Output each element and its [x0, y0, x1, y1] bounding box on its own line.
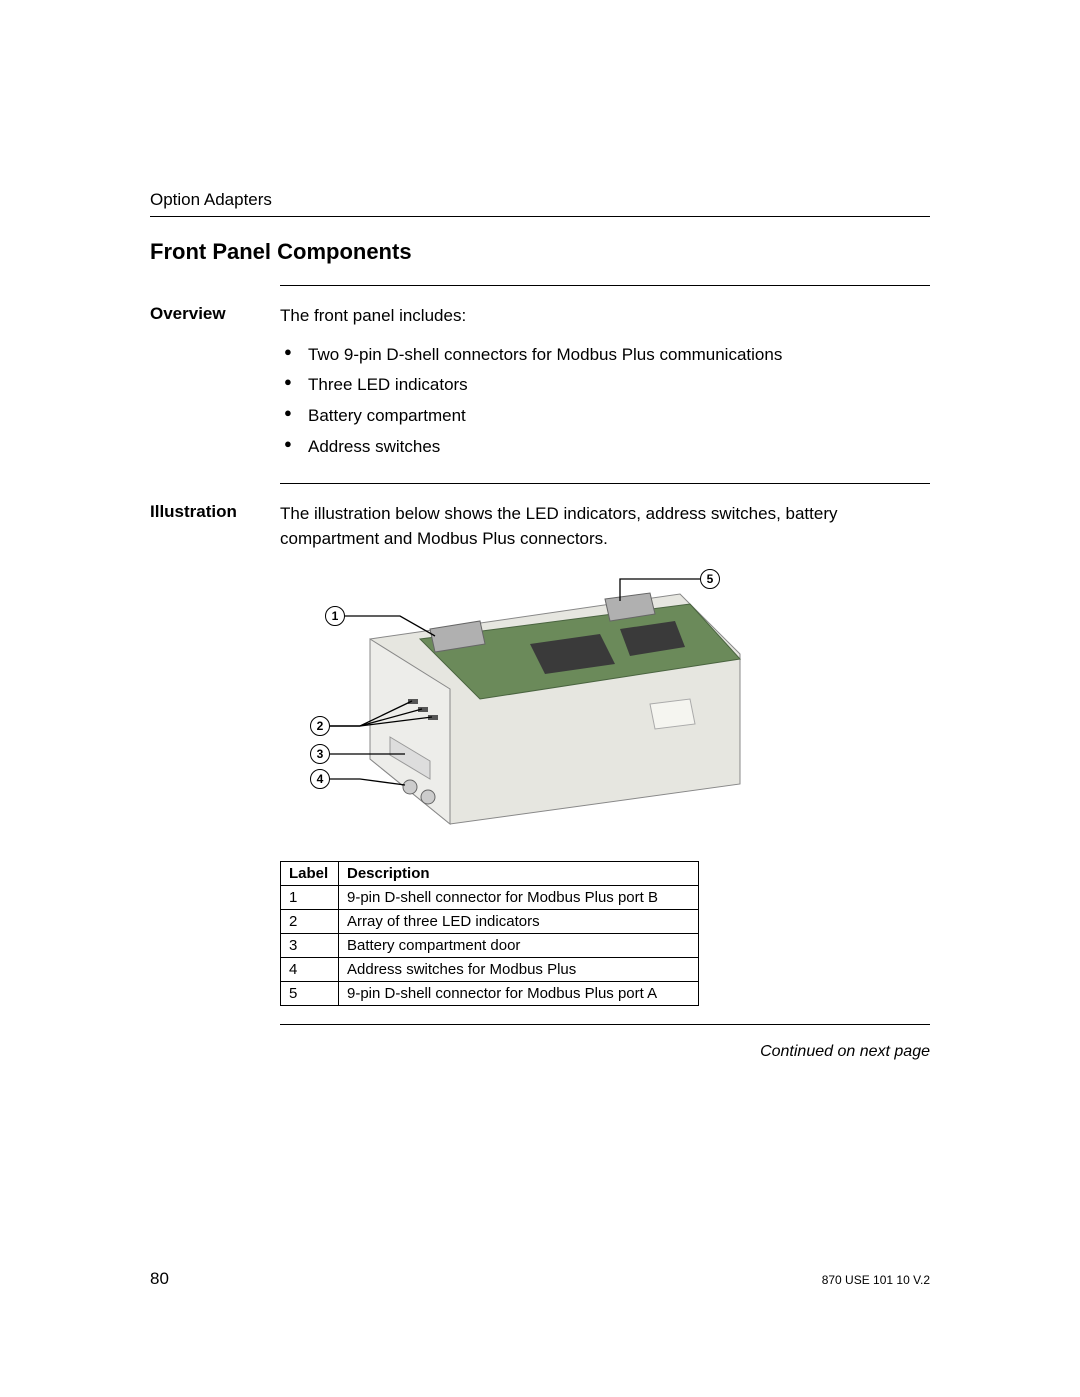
device-illustration: 1 2 3 4 5 [280, 559, 800, 849]
header-rule [150, 216, 930, 217]
table-row: 5 9-pin D-shell connector for Modbus Plu… [281, 982, 699, 1006]
table-row: 1 9-pin D-shell connector for Modbus Plu… [281, 886, 699, 910]
table-cell-label: 1 [281, 886, 339, 910]
continued-note: Continued on next page [150, 1043, 930, 1061]
rule-under-title [280, 285, 930, 286]
illustration-body: 1 2 3 4 5 Label Description 1 9-pin D-sh… [280, 559, 840, 1006]
doc-id: 870 USE 101 10 V.2 [822, 1273, 930, 1287]
rule-after-table [280, 1024, 930, 1025]
table-header-row: Label Description [281, 862, 699, 886]
address-switch-icon [421, 790, 435, 804]
table-cell-label: 4 [281, 958, 339, 982]
table-cell-desc: Address switches for Modbus Plus [339, 958, 699, 982]
illustration-caption: The illustration below shows the LED ind… [280, 502, 930, 551]
page-body: Option Adapters Front Panel Components O… [150, 190, 930, 1277]
table-header-description: Description [339, 862, 699, 886]
page-footer: 80 870 USE 101 10 V.2 [150, 1269, 930, 1289]
overview-section: Overview The front panel includes: Two 9… [150, 304, 930, 465]
table-cell-label: 5 [281, 982, 339, 1006]
overview-label: Overview [150, 304, 280, 465]
overview-intro: The front panel includes: [280, 304, 930, 329]
page-title: Front Panel Components [150, 239, 930, 265]
table-row: 3 Battery compartment door [281, 934, 699, 958]
illustration-section: Illustration The illustration below show… [150, 502, 930, 551]
bullet-item: Three LED indicators [280, 373, 930, 398]
rule-after-overview [280, 483, 930, 484]
table-cell-desc: 9-pin D-shell connector for Modbus Plus … [339, 886, 699, 910]
breadcrumb: Option Adapters [150, 190, 930, 210]
header-connector [650, 699, 695, 729]
table-row: 4 Address switches for Modbus Plus [281, 958, 699, 982]
table-cell-desc: 9-pin D-shell connector for Modbus Plus … [339, 982, 699, 1006]
overview-content: The front panel includes: Two 9-pin D-sh… [280, 304, 930, 465]
bullet-item: Battery compartment [280, 404, 930, 429]
bullet-item: Address switches [280, 435, 930, 460]
label-table: Label Description 1 9-pin D-shell connec… [280, 861, 699, 1006]
table-header-label: Label [281, 862, 339, 886]
page-number: 80 [150, 1269, 169, 1289]
device-svg [280, 559, 800, 849]
table-cell-label: 3 [281, 934, 339, 958]
table-cell-desc: Array of three LED indicators [339, 910, 699, 934]
address-switch-icon [403, 780, 417, 794]
table-cell-desc: Battery compartment door [339, 934, 699, 958]
overview-bullets: Two 9-pin D-shell connectors for Modbus … [280, 343, 930, 460]
illustration-label: Illustration [150, 502, 280, 551]
table-row: 2 Array of three LED indicators [281, 910, 699, 934]
table-cell-label: 2 [281, 910, 339, 934]
bullet-item: Two 9-pin D-shell connectors for Modbus … [280, 343, 930, 368]
